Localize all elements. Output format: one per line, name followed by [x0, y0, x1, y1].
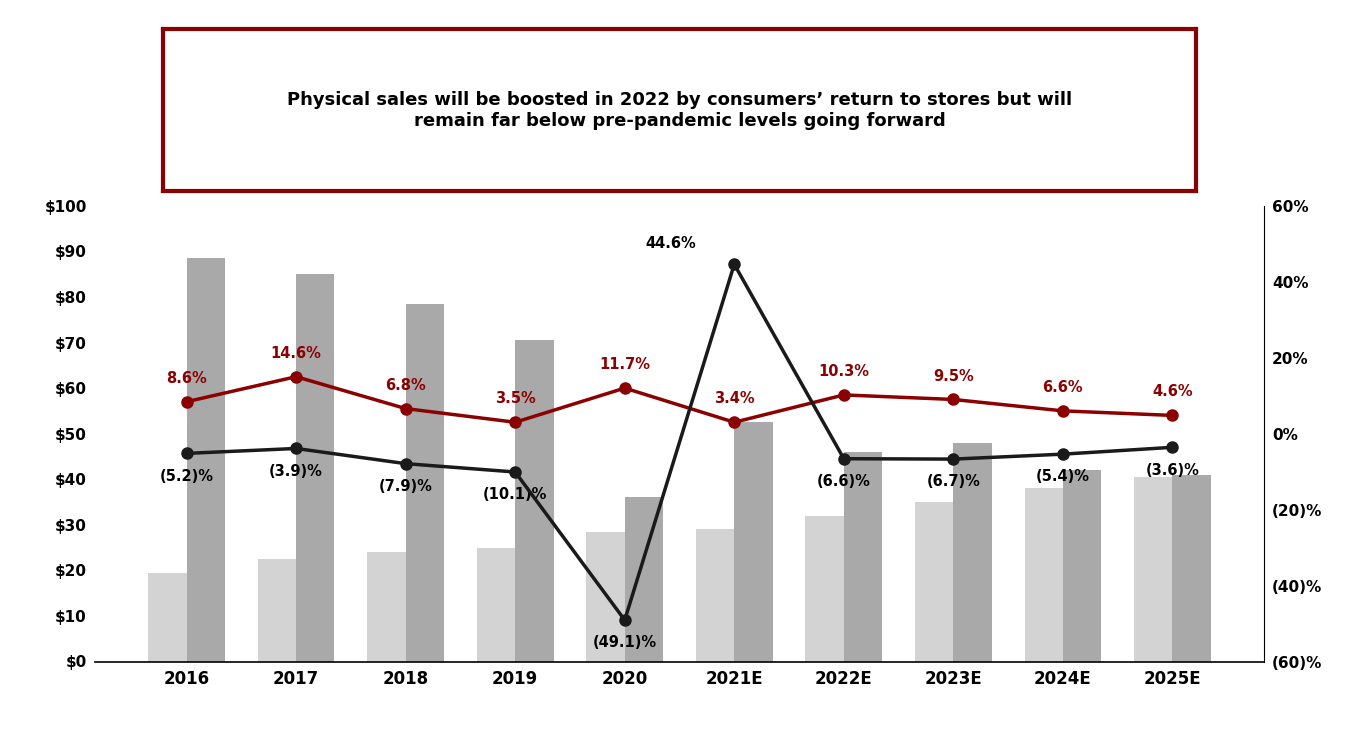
- Text: 4.6%: 4.6%: [1152, 384, 1193, 400]
- Text: (6.7)%: (6.7)%: [927, 474, 980, 490]
- Bar: [477, 548, 515, 662]
- Bar: [296, 274, 334, 662]
- Bar: [515, 340, 553, 662]
- Text: (49.1)%: (49.1)%: [593, 635, 656, 650]
- Text: (5.4)%: (5.4)%: [1036, 470, 1090, 484]
- Bar: [1025, 488, 1063, 662]
- Text: (6.6)%: (6.6)%: [817, 474, 871, 489]
- Text: (3.6)%: (3.6)%: [1146, 462, 1200, 478]
- Text: 3.4%: 3.4%: [713, 391, 754, 406]
- Text: (10.1)%: (10.1)%: [482, 487, 548, 502]
- Bar: [844, 452, 882, 662]
- Bar: [186, 258, 226, 662]
- Text: (5.2)%: (5.2)%: [159, 469, 213, 484]
- Bar: [734, 423, 773, 662]
- Text: 3.5%: 3.5%: [495, 391, 535, 406]
- Bar: [367, 552, 406, 662]
- Bar: [953, 442, 992, 662]
- Text: 6.8%: 6.8%: [386, 378, 425, 392]
- Text: (7.9)%: (7.9)%: [379, 478, 432, 494]
- Text: 10.3%: 10.3%: [818, 364, 870, 379]
- Bar: [625, 498, 663, 662]
- Text: 14.6%: 14.6%: [270, 345, 322, 361]
- Text: 9.5%: 9.5%: [934, 368, 973, 384]
- Bar: [1133, 477, 1173, 662]
- Bar: [915, 502, 953, 662]
- Bar: [806, 516, 844, 662]
- Text: Physical sales will be boosted in 2022 by consumers’ return to stores but will
r: Physical sales will be boosted in 2022 b…: [287, 91, 1072, 129]
- Text: 11.7%: 11.7%: [599, 357, 650, 372]
- Bar: [148, 573, 186, 662]
- Bar: [258, 559, 296, 662]
- Bar: [406, 304, 444, 662]
- Text: 44.6%: 44.6%: [646, 236, 696, 251]
- Bar: [1063, 470, 1101, 662]
- Bar: [1173, 475, 1211, 662]
- Text: 8.6%: 8.6%: [166, 370, 207, 386]
- Bar: [696, 529, 734, 662]
- Text: (3.9)%: (3.9)%: [269, 464, 323, 478]
- Bar: [586, 531, 625, 662]
- Text: 6.6%: 6.6%: [1042, 380, 1083, 395]
